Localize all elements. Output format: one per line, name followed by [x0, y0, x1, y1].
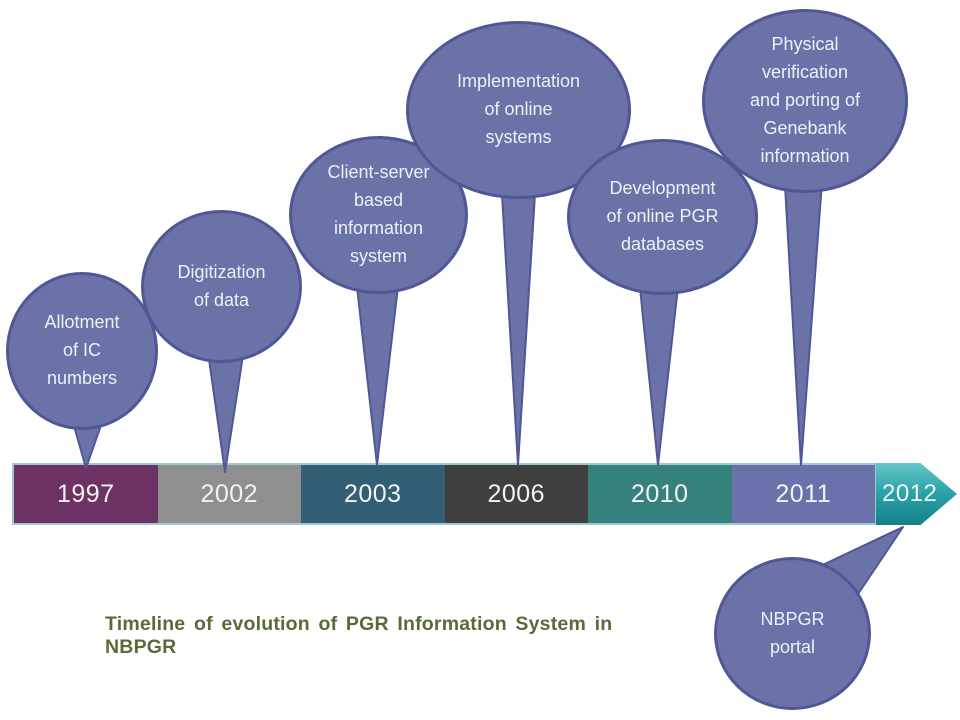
timeline-segment-2003: 2003	[301, 465, 445, 523]
segment-year-label: 2010	[630, 479, 689, 508]
callout-text: Digitization of data	[177, 261, 266, 310]
arrow-year-label: 2012	[882, 480, 938, 507]
segment-year-label: 2006	[487, 479, 546, 508]
timeline-segment-2011: 2011	[731, 465, 875, 523]
callout-digitization-of-data: Digitization of data	[141, 210, 302, 363]
slide-caption: Timeline of evolution of PGR Information…	[105, 613, 613, 658]
segment-year-label: 2003	[343, 479, 402, 508]
callout-text: NBPGR portal	[760, 608, 825, 657]
callout-text: Client-server based information system	[327, 162, 430, 266]
callout-nbpgr-portal: NBPGR portal	[714, 557, 871, 710]
timeline-segment-2006: 2006	[444, 465, 588, 523]
callout-text: Development of online PGR databases	[606, 178, 719, 254]
timeline-arrow-2012: 2012	[876, 463, 957, 525]
callout-text: Allotment of IC numbers	[44, 312, 120, 388]
timeline-segment-2002: 2002	[157, 465, 301, 523]
timeline-segment-2010: 2010	[588, 465, 732, 523]
callout-text: Physical verification and porting of Gen…	[749, 34, 861, 166]
callout-physical-verification-genebank: Physical verification and porting of Gen…	[702, 9, 908, 193]
segment-year-label: 2011	[775, 479, 832, 508]
callout-tail-2006	[500, 177, 537, 466]
timeline-bar: 1997 2002 2003 2006 2010 2011	[12, 463, 877, 525]
segment-year-label: 1997	[56, 479, 115, 508]
callout-tail-2011	[783, 167, 824, 466]
callout-allotment-of-ic-numbers: Allotment of IC numbers	[6, 272, 158, 430]
callout-tail-2010	[638, 277, 680, 466]
callout-development-of-online-pgr-databases: Development of online PGR databases	[567, 139, 758, 295]
segment-year-label: 2002	[200, 479, 259, 508]
callout-text: Implementation of online systems	[456, 71, 581, 147]
timeline-segment-1997: 1997	[14, 465, 158, 523]
callout-tail-2003	[355, 277, 400, 466]
